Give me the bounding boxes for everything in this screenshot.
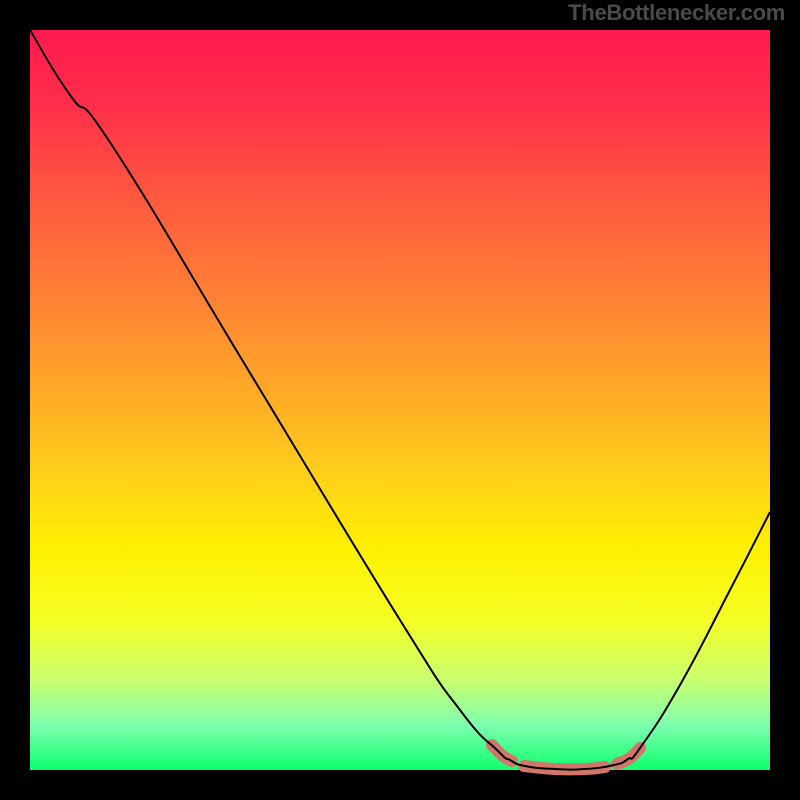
plot-background [30,30,770,770]
bottleneck-chart [0,0,800,800]
chart-container: TheBottlenecker.com [0,0,800,800]
attribution-label: TheBottlenecker.com [568,0,785,26]
